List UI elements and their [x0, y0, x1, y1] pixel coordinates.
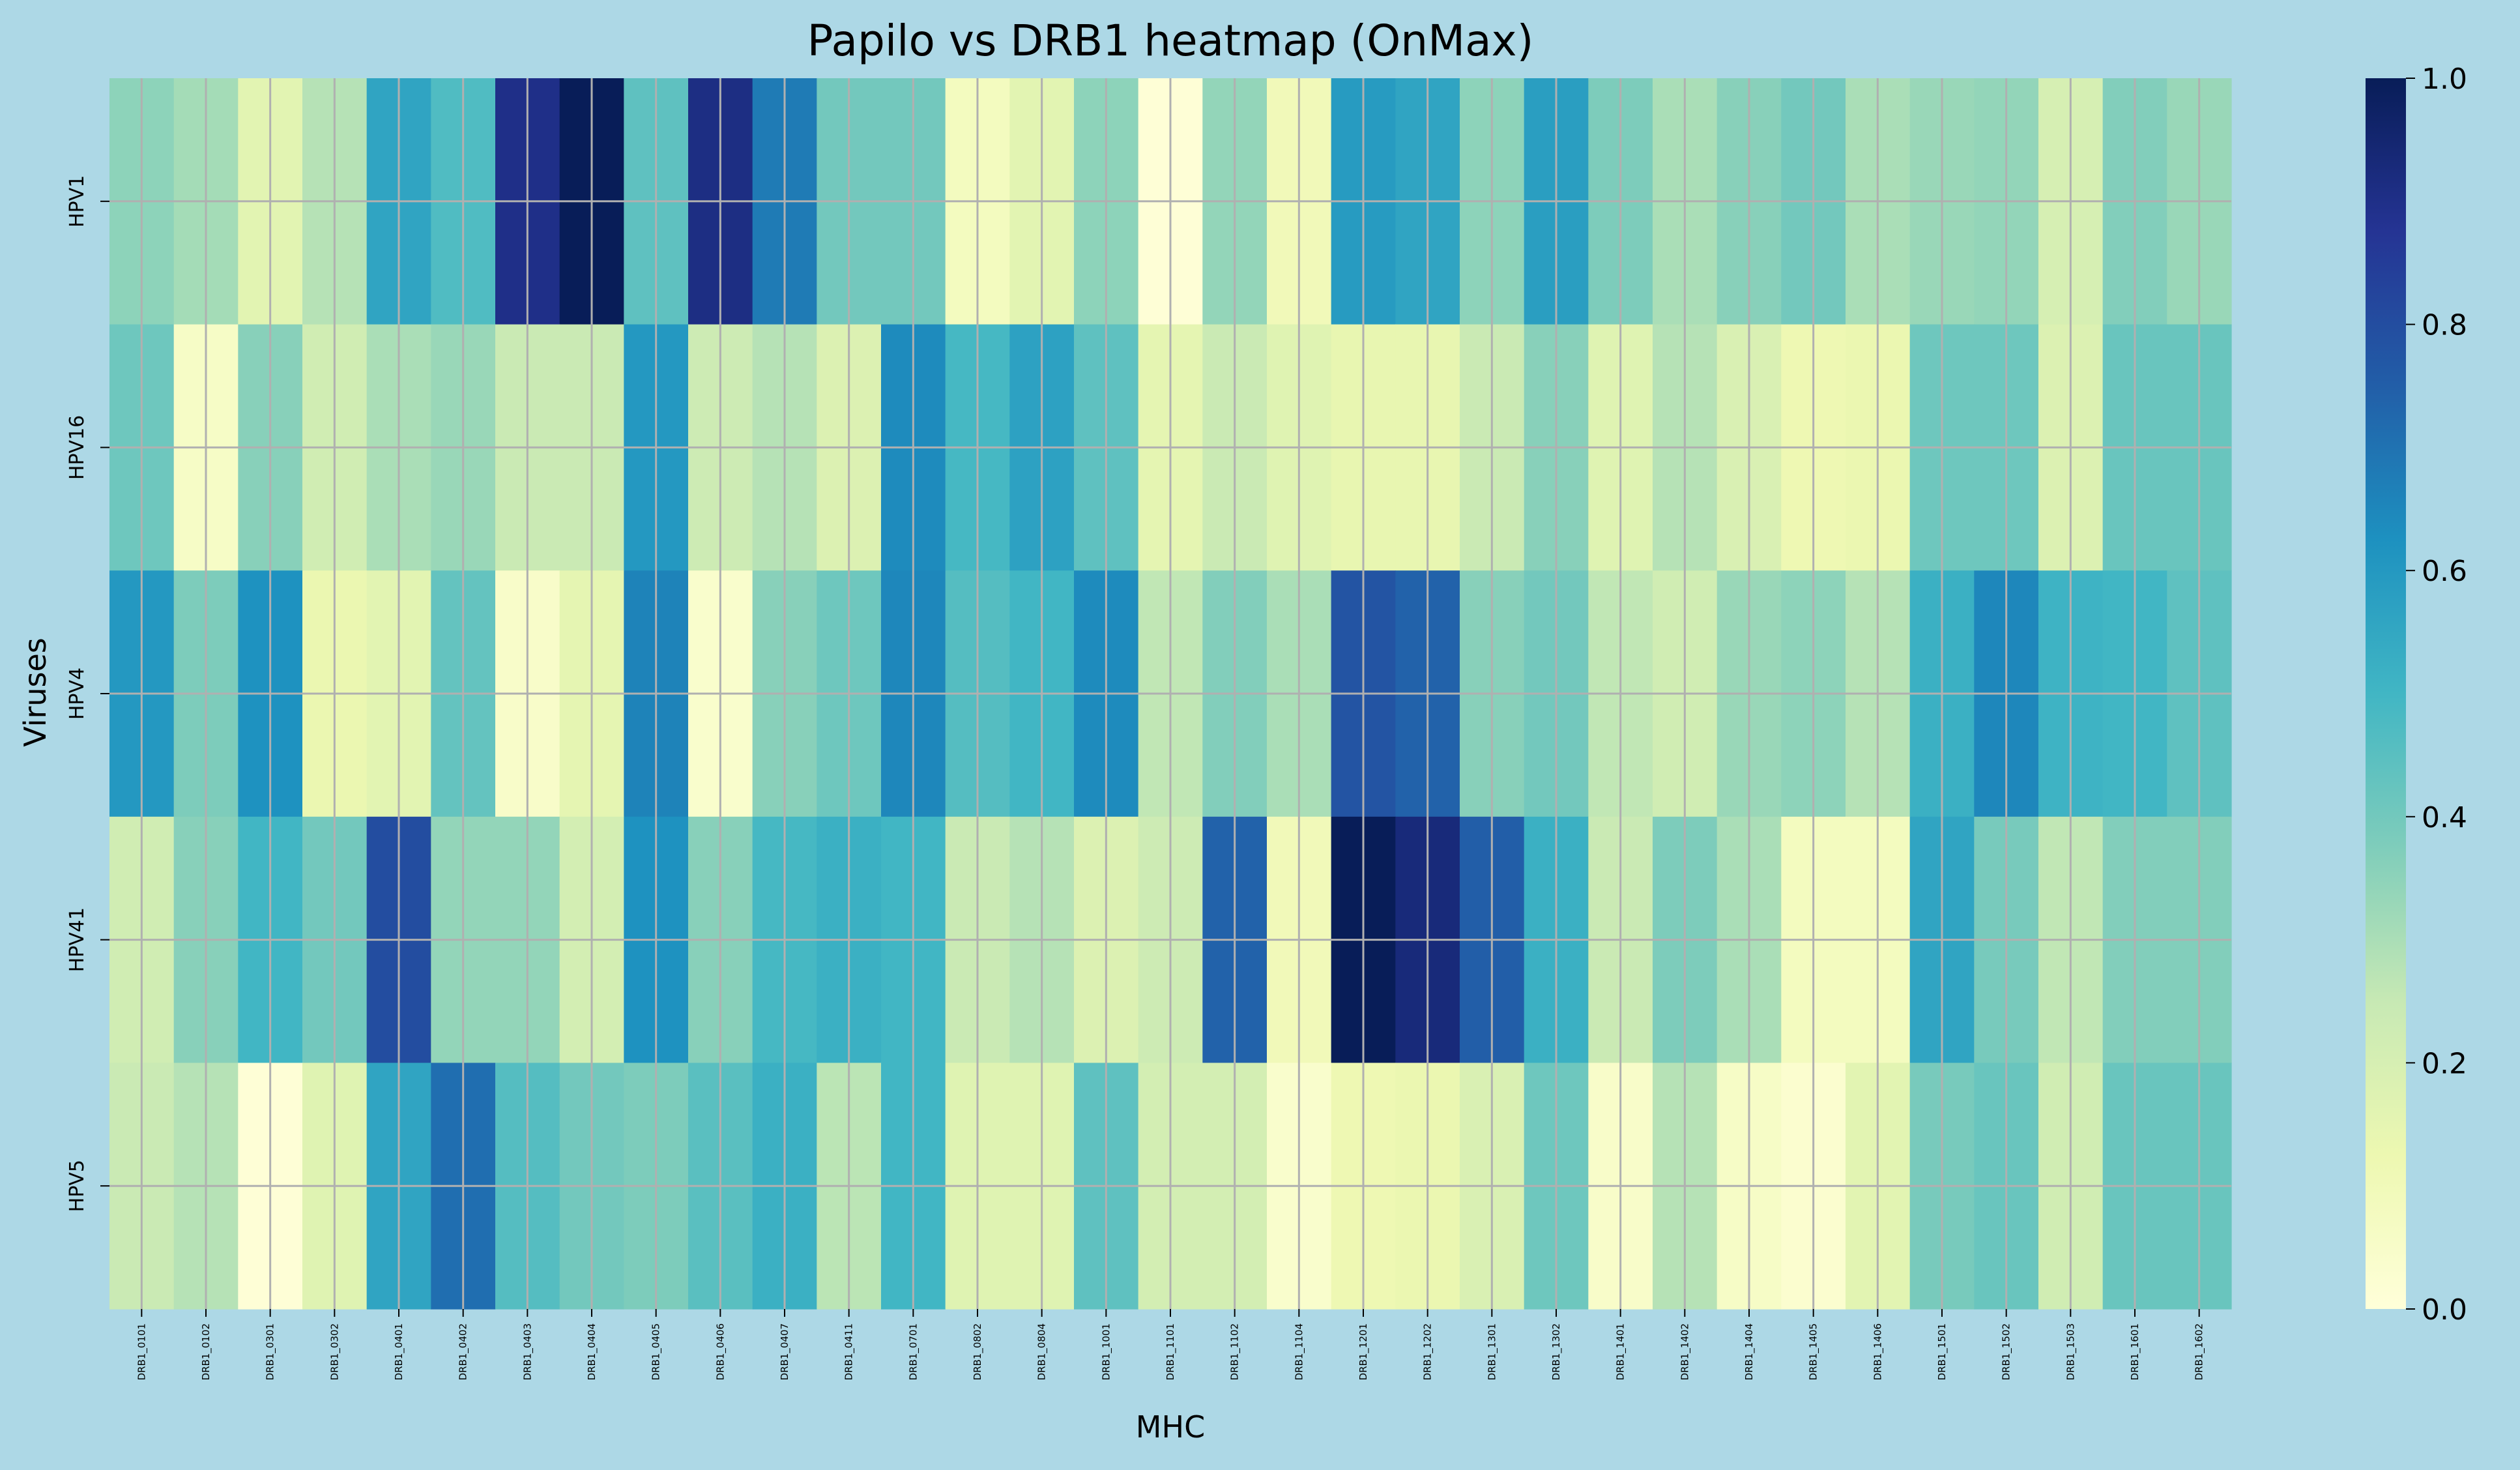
- colorbar-tick-label: 0.2: [2422, 1047, 2467, 1080]
- x-tick-label-drb1_0403: DRB1_0403: [521, 1323, 534, 1380]
- x-tick-label-drb1_0405: DRB1_0405: [650, 1323, 663, 1380]
- x-tick-label-drb1_1503: DRB1_1503: [2064, 1323, 2077, 1380]
- x-tick-label-drb1_0804: DRB1_0804: [1036, 1323, 1049, 1380]
- x-tick-label-drb1_1404: DRB1_1404: [1743, 1323, 1756, 1380]
- colorbar-tick-label: 0.6: [2422, 555, 2467, 588]
- colorbar-tick-label: 0.0: [2422, 1293, 2467, 1327]
- x-tick-label-drb1_1402: DRB1_1402: [1679, 1323, 1691, 1380]
- x-tick-label-drb1_1501: DRB1_1501: [1936, 1323, 1948, 1380]
- x-tick-label-drb1_1602: DRB1_1602: [2194, 1323, 2206, 1380]
- x-tick-label-drb1_1401: DRB1_1401: [1615, 1323, 1627, 1380]
- y-axis-ticks: HPV1 HPV16 HPV4 HPV41 HPV5: [66, 175, 109, 1212]
- x-tick-label-drb1_0404: DRB1_0404: [586, 1323, 598, 1380]
- colorbar-tick-label: 0.8: [2422, 309, 2467, 342]
- x-tick-label-drb1_0301: DRB1_0301: [265, 1323, 277, 1380]
- x-tick-label-drb1_0802: DRB1_0802: [972, 1323, 984, 1380]
- y-tick-label-hpv4: HPV4: [66, 668, 89, 720]
- x-tick-label-drb1_1302: DRB1_1302: [1550, 1323, 1563, 1380]
- y-tick-label-hpv1: HPV1: [66, 175, 89, 228]
- colorbar-tick-label: 0.4: [2422, 801, 2467, 834]
- y-tick-label-hpv5: HPV5: [66, 1160, 89, 1212]
- x-tick-label-drb1_0701: DRB1_0701: [907, 1323, 920, 1380]
- x-tick-label-drb1_1405: DRB1_1405: [1808, 1323, 1820, 1380]
- x-axis-ticks: DRB1_0101 DRB1_0102 DRB1_0301 DRB1_0302 DRB1…: [136, 1309, 2206, 1380]
- x-tick-label-drb1_0101: DRB1_0101: [136, 1323, 148, 1380]
- x-tick-label-drb1_0302: DRB1_0302: [328, 1323, 341, 1380]
- x-tick-label-drb1_1601: DRB1_1601: [2129, 1323, 2141, 1380]
- x-tick-label-drb1_0102: DRB1_0102: [200, 1323, 212, 1380]
- x-tick-label-drb1_1406: DRB1_1406: [1872, 1323, 1884, 1380]
- colorbar: [2366, 78, 2406, 1309]
- x-tick-label-drb1_1201: DRB1_1201: [1357, 1323, 1370, 1380]
- y-axis-label: Viruses: [18, 638, 53, 747]
- heatmap-grid: [109, 78, 2231, 1309]
- x-tick-label-drb1_1202: DRB1_1202: [1422, 1323, 1434, 1380]
- x-tick-label-drb1_1104: DRB1_1104: [1293, 1323, 1305, 1380]
- y-tick-label-hpv16: HPV16: [66, 415, 89, 480]
- x-tick-label-drb1_1301: DRB1_1301: [1486, 1323, 1498, 1380]
- x-tick-label-drb1_0407: DRB1_0407: [779, 1323, 791, 1380]
- colorbar-tick-label: 1.0: [2422, 63, 2467, 96]
- x-tick-label-drb1_0402: DRB1_0402: [457, 1323, 470, 1380]
- x-tick-label-drb1_0401: DRB1_0401: [393, 1323, 405, 1380]
- y-tick-label-hpv41: HPV41: [66, 907, 89, 972]
- x-tick-label-drb1_1502: DRB1_1502: [2001, 1323, 2013, 1380]
- x-tick-label-drb1_1101: DRB1_1101: [1165, 1323, 1177, 1380]
- x-tick-label-drb1_1001: DRB1_1001: [1100, 1323, 1112, 1380]
- x-tick-label-drb1_0411: DRB1_0411: [843, 1323, 856, 1380]
- colorbar-ticks: 0.0 0.2 0.4 0.6 0.8 1.0: [2406, 63, 2467, 1327]
- x-tick-label-drb1_1102: DRB1_1102: [1229, 1323, 1241, 1380]
- chart-title: Papilo vs DRB1 heatmap (OnMax): [807, 16, 1534, 66]
- x-tick-label-drb1_0406: DRB1_0406: [714, 1323, 727, 1380]
- x-axis-label: MHC: [1136, 1409, 1205, 1445]
